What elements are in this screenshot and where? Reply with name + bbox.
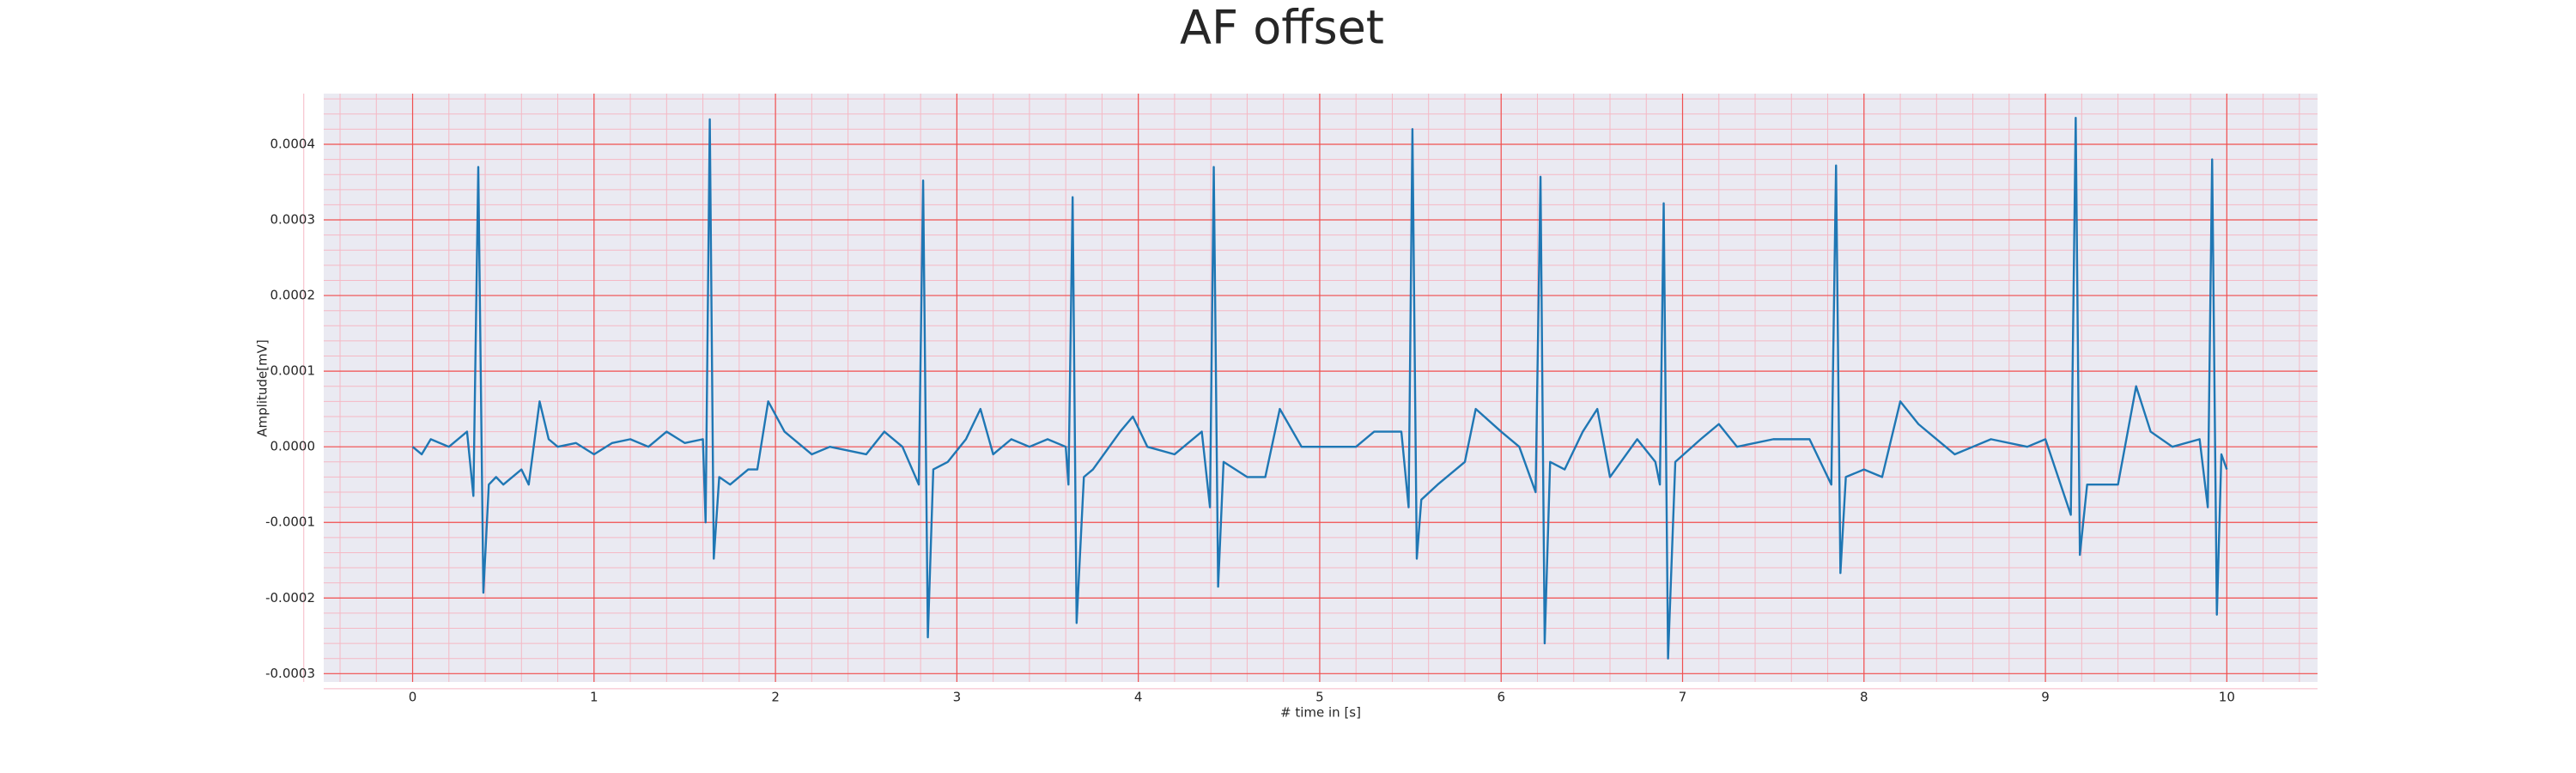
y-tick-label: -0.0003 (265, 666, 315, 681)
x-tick-label: 1 (590, 690, 598, 705)
y-axis-label: Amplitude[mV] (255, 339, 270, 436)
y-tick-label: 0.0003 (270, 212, 316, 228)
x-tick-label: 3 (953, 690, 962, 705)
signal-line (411, 116, 2228, 660)
y-tick-label: -0.0002 (265, 590, 315, 606)
x-tick-label: 9 (2041, 690, 2050, 705)
x-tick-label: 0 (409, 690, 417, 705)
x-tick-label: 10 (2219, 690, 2235, 705)
plot-background (324, 94, 2318, 682)
x-tick-label: 8 (1860, 690, 1868, 705)
chart-title: AF offset (1180, 1, 1384, 55)
y-tick-label: 0.0000 (270, 439, 316, 454)
x-tick-label: 6 (1497, 690, 1505, 705)
y-tick-label: 0.0004 (270, 136, 316, 151)
x-tick-label: 7 (1679, 690, 1687, 705)
x-axis-label: # time in [s] (1280, 705, 1361, 721)
x-tick-label: 2 (771, 690, 780, 705)
y-tick-label: -0.0001 (265, 514, 315, 530)
y-tick-label: 0.0001 (270, 363, 316, 379)
x-tick-label: 4 (1134, 690, 1143, 705)
y-tick-label: 0.0002 (270, 288, 316, 303)
x-tick-label: 5 (1315, 690, 1324, 705)
plot-area (303, 94, 2318, 690)
